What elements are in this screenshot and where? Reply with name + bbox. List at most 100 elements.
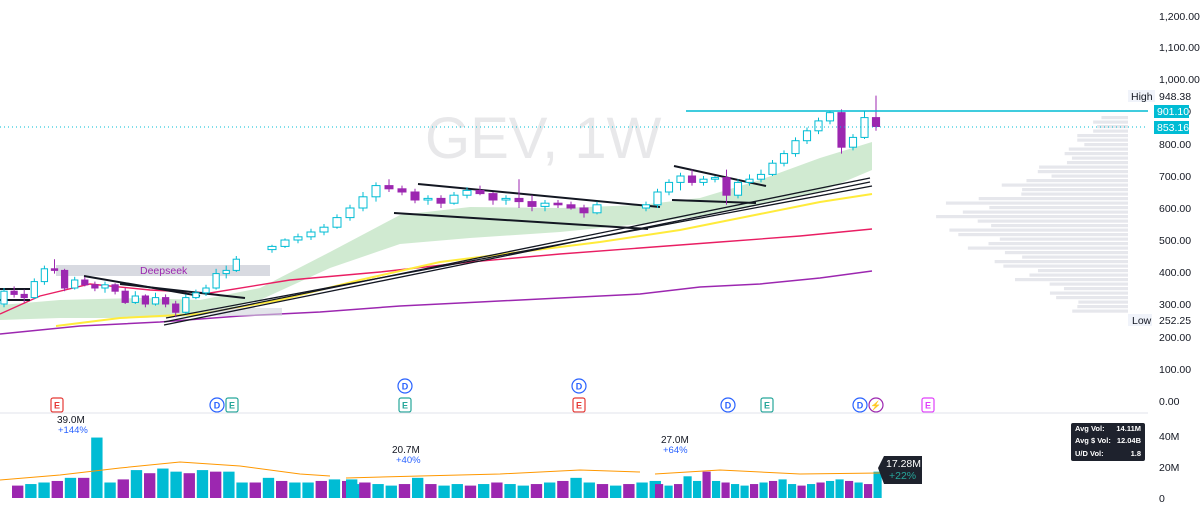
volume-bar[interactable] bbox=[91, 437, 103, 498]
candle-up[interactable] bbox=[540, 202, 550, 207]
earnings-marker[interactable] bbox=[921, 397, 935, 413]
trendline[interactable] bbox=[163, 181, 871, 326]
volume-bar[interactable] bbox=[610, 485, 622, 498]
volume-bar[interactable] bbox=[854, 482, 863, 499]
trendline[interactable] bbox=[165, 185, 873, 319]
candle-down[interactable] bbox=[488, 193, 498, 201]
candle-down[interactable] bbox=[397, 188, 407, 193]
volume-bar[interactable] bbox=[623, 484, 635, 498]
candle-down[interactable] bbox=[410, 191, 420, 201]
candle-down[interactable] bbox=[514, 197, 524, 203]
earnings-marker[interactable] bbox=[760, 397, 774, 413]
volume-bar[interactable] bbox=[759, 482, 768, 499]
volume-bar[interactable] bbox=[636, 482, 648, 499]
candle-down[interactable] bbox=[111, 284, 119, 292]
volume-bar[interactable] bbox=[478, 484, 490, 498]
trendline[interactable] bbox=[417, 183, 661, 208]
candle-down[interactable] bbox=[81, 279, 89, 286]
candle-up[interactable] bbox=[371, 185, 381, 198]
candle-up[interactable] bbox=[293, 236, 303, 241]
volume-bar[interactable] bbox=[491, 482, 503, 499]
dividend-marker[interactable] bbox=[852, 397, 868, 413]
candle-down[interactable] bbox=[687, 175, 697, 183]
candle-up[interactable] bbox=[791, 140, 800, 155]
candle-down[interactable] bbox=[10, 290, 18, 295]
volume-bar[interactable] bbox=[12, 485, 24, 498]
volume-bar[interactable] bbox=[346, 479, 358, 498]
volume-bar[interactable] bbox=[372, 484, 384, 498]
candle-up[interactable] bbox=[30, 281, 38, 299]
volume-bar[interactable] bbox=[740, 485, 749, 498]
volume-bar[interactable] bbox=[816, 482, 825, 499]
volume-bar[interactable] bbox=[64, 477, 77, 498]
volume-bar[interactable] bbox=[51, 480, 63, 498]
volume-bar[interactable] bbox=[38, 482, 50, 499]
candle-up[interactable] bbox=[182, 297, 190, 313]
volume-bar[interactable] bbox=[385, 485, 397, 498]
volume-bar[interactable] bbox=[721, 482, 730, 499]
volume-bar[interactable] bbox=[504, 484, 516, 498]
candle-up[interactable] bbox=[664, 181, 674, 193]
candle-down[interactable] bbox=[871, 117, 881, 128]
volume-bar[interactable] bbox=[302, 482, 314, 499]
candle-down[interactable] bbox=[553, 202, 563, 206]
candle-down[interactable] bbox=[436, 197, 446, 204]
candle-down[interactable] bbox=[384, 185, 394, 190]
volume-bar[interactable] bbox=[144, 473, 156, 498]
volume-bar[interactable] bbox=[864, 484, 873, 498]
trendline[interactable] bbox=[671, 199, 757, 204]
volume-bar[interactable] bbox=[78, 477, 90, 498]
volume-bar[interactable] bbox=[544, 482, 556, 499]
candle-up[interactable] bbox=[222, 269, 230, 275]
candle-up[interactable] bbox=[814, 120, 823, 132]
candle-down[interactable] bbox=[172, 303, 180, 313]
candle-up[interactable] bbox=[306, 231, 316, 238]
candle-up[interactable] bbox=[733, 181, 743, 196]
purple-moving-average[interactable] bbox=[0, 270, 873, 335]
candle-up[interactable] bbox=[710, 177, 720, 180]
candle-up[interactable] bbox=[676, 175, 685, 183]
volume-bar[interactable] bbox=[157, 468, 169, 498]
volume-bar[interactable] bbox=[845, 480, 854, 498]
candle-up[interactable] bbox=[745, 178, 754, 183]
candle-up[interactable] bbox=[779, 153, 789, 164]
volume-bar[interactable] bbox=[438, 485, 450, 498]
earnings-marker[interactable] bbox=[398, 397, 412, 413]
volume-bar[interactable] bbox=[693, 480, 702, 498]
dividend-marker[interactable] bbox=[571, 378, 587, 394]
price-axis[interactable]: 1,200.001,100.001,000.00900.00800.00700.… bbox=[1159, 11, 1200, 408]
volume-bar[interactable] bbox=[117, 479, 129, 498]
candle-up[interactable] bbox=[319, 226, 329, 233]
candle-down[interactable] bbox=[579, 207, 589, 214]
volume-bar[interactable] bbox=[412, 477, 424, 498]
volume-bar[interactable] bbox=[797, 485, 806, 498]
candle-down[interactable] bbox=[475, 189, 485, 195]
candle-down[interactable] bbox=[161, 297, 170, 305]
volume-bar[interactable] bbox=[183, 473, 195, 498]
volume-bar[interactable] bbox=[262, 477, 275, 498]
candle-up[interactable] bbox=[151, 297, 160, 305]
candle-up[interactable] bbox=[192, 292, 200, 299]
candle-up[interactable] bbox=[332, 217, 342, 228]
volume-bar[interactable] bbox=[873, 471, 882, 498]
candle-up[interactable] bbox=[802, 130, 812, 142]
volume-bar[interactable] bbox=[359, 482, 371, 499]
candle-down[interactable] bbox=[50, 268, 59, 271]
volume-bar[interactable] bbox=[655, 484, 664, 498]
red-moving-average[interactable] bbox=[0, 228, 873, 315]
candle-down[interactable] bbox=[141, 295, 150, 305]
volume-bar[interactable] bbox=[464, 485, 477, 498]
trendline[interactable] bbox=[119, 283, 246, 299]
volume-bar[interactable] bbox=[807, 484, 816, 498]
dividend-marker[interactable] bbox=[209, 397, 225, 413]
volume-bar[interactable] bbox=[328, 479, 341, 498]
candle-up[interactable] bbox=[756, 173, 766, 180]
candle-down[interactable] bbox=[566, 204, 576, 209]
volume-bar[interactable] bbox=[196, 470, 209, 498]
candle-up[interactable] bbox=[202, 287, 210, 294]
volume-bar[interactable] bbox=[170, 471, 182, 498]
volume-bar[interactable] bbox=[570, 477, 582, 498]
volume-bar[interactable] bbox=[702, 471, 711, 498]
